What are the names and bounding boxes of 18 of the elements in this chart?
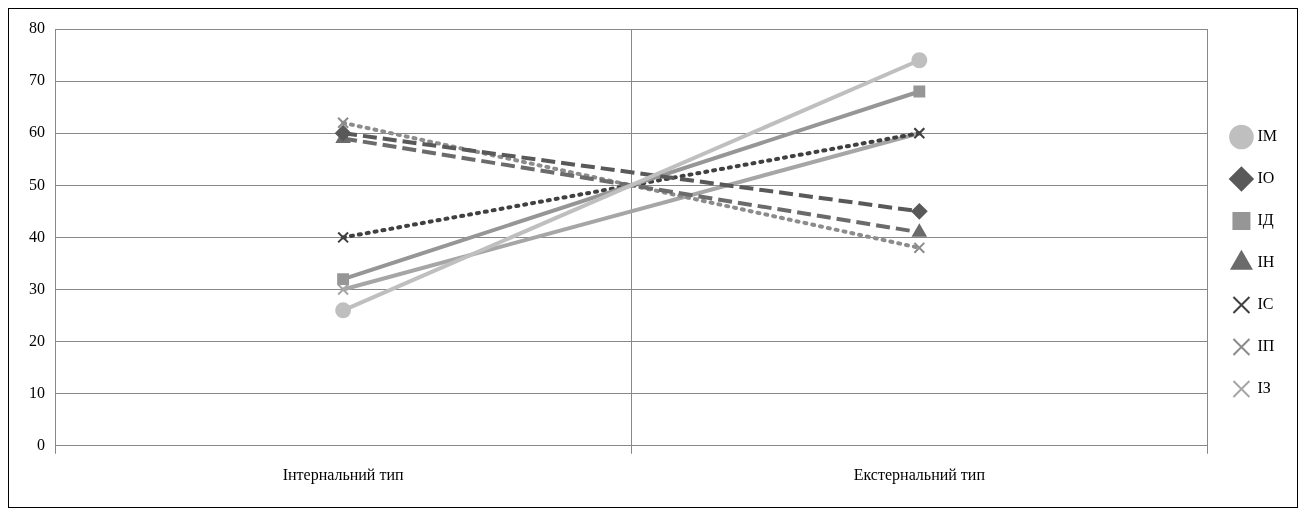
x-tick-label: Екстернальний тип	[853, 465, 986, 484]
x-tick-label: Інтернальний тип	[282, 465, 404, 484]
legend-label: ІЗ	[1257, 379, 1271, 397]
legend-label: ІП	[1257, 337, 1275, 355]
y-tick-label: 0	[37, 436, 45, 453]
y-tick-label: 30	[29, 279, 45, 297]
legend-label: ІН	[1257, 253, 1275, 271]
y-tick-label: 60	[29, 123, 45, 141]
legend-label: ІС	[1257, 295, 1274, 313]
legend-label: ІМ	[1257, 127, 1278, 145]
y-tick-label: 80	[29, 19, 45, 37]
legend-label: ІД	[1257, 211, 1274, 230]
y-tick-label: 20	[29, 331, 45, 349]
legend-label: ІО	[1257, 169, 1275, 187]
y-tick-label: 50	[29, 175, 45, 193]
y-tick-label: 40	[29, 227, 45, 245]
y-tick-label: 70	[29, 71, 45, 89]
y-tick-label: 10	[29, 383, 45, 401]
